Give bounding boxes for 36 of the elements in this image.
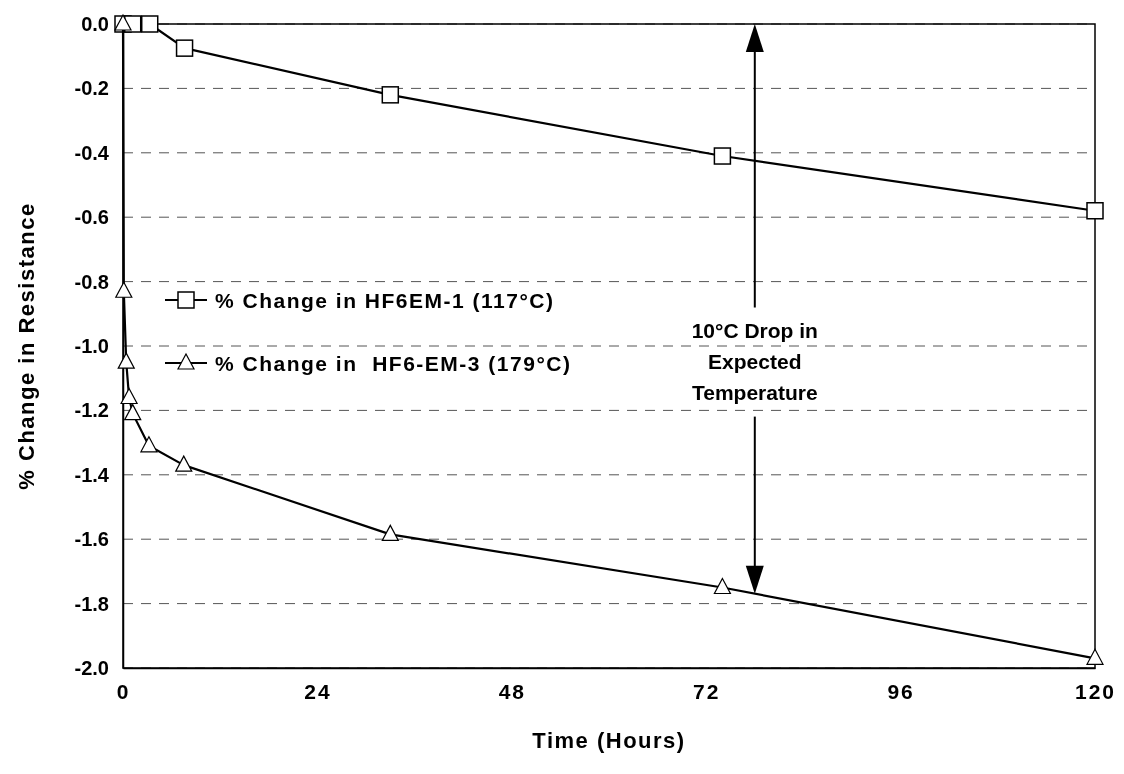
- y-tick-label: -0.6: [74, 206, 109, 229]
- point: [381, 524, 399, 541]
- point: [1086, 202, 1104, 220]
- y-tick-label: -2.0: [74, 656, 109, 679]
- point: [140, 436, 158, 453]
- point: [124, 404, 142, 421]
- point: [115, 281, 133, 298]
- point: [713, 147, 732, 165]
- y-tick-label: -1.2: [74, 399, 109, 422]
- legend-label: % Change in HF6EM-1 (117°C): [215, 289, 555, 312]
- x-tick-label: 72: [693, 679, 721, 703]
- y-tick-label: -0.8: [74, 270, 109, 293]
- y-tick-label: -1.4: [74, 463, 110, 486]
- legend-label: % Change in HF6-EM-3 (179°C): [215, 352, 572, 375]
- point: [175, 455, 193, 472]
- point: [381, 86, 400, 104]
- y-tick-label: -0.4: [74, 141, 110, 164]
- y-tick-label: -1.6: [74, 528, 109, 551]
- y-tick-label: -0.2: [74, 77, 109, 100]
- x-axis-title: Time (Hours): [532, 728, 686, 753]
- x-tick-label: 0: [116, 679, 131, 703]
- y-tick-label: 0.0: [81, 12, 109, 35]
- x-tick-label: 48: [498, 679, 526, 703]
- y-tick-label: -1.0: [74, 334, 109, 357]
- point: [713, 577, 731, 595]
- y-tick-label: -1.8: [74, 592, 109, 615]
- x-tick-label: 24: [304, 679, 332, 703]
- y-axis-title: % Change in Resistance: [14, 202, 39, 490]
- annotation: 10°C Drop in Expected Temperature: [691, 319, 818, 405]
- x-tick-label: 120: [1074, 679, 1117, 703]
- point: [175, 39, 194, 57]
- x-tick-label: 96: [887, 679, 915, 703]
- point: [117, 352, 135, 369]
- point: [1086, 648, 1104, 665]
- point: [120, 387, 138, 405]
- point: [140, 15, 159, 33]
